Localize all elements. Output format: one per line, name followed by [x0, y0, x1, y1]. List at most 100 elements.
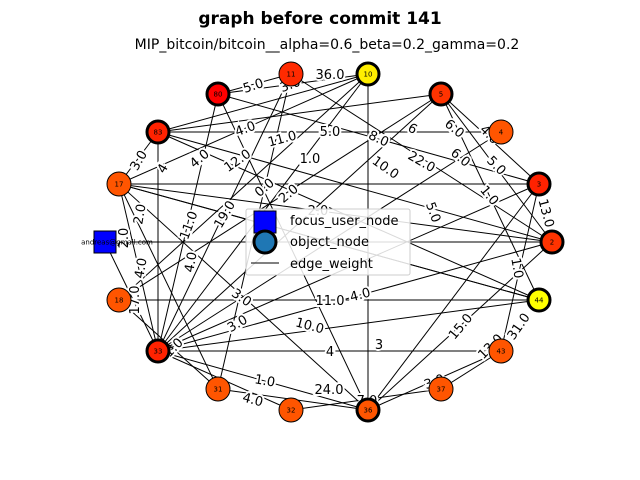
edge-weight-label: 17.0	[128, 286, 143, 315]
edge-weight-label: 3.0	[228, 286, 254, 310]
edge-weight-label: 10.0	[294, 315, 326, 337]
object-node-circle	[106, 287, 132, 313]
object-node: 44	[526, 287, 552, 313]
graph-edge	[118, 183, 369, 411]
object-node-label: 17	[115, 181, 124, 189]
graph-edge	[157, 350, 369, 411]
legend-box	[245, 208, 411, 276]
graph-edge	[367, 241, 553, 411]
graph-edge	[157, 131, 553, 243]
edge-weight-label: 22.0	[405, 149, 438, 176]
edge-weight-label: 10.0	[369, 154, 401, 183]
graph-edge	[118, 93, 442, 301]
object-node-circle	[278, 61, 304, 87]
edge-layer	[104, 73, 553, 411]
object-node: 10	[355, 61, 381, 87]
edge-weight-label: 4.0	[132, 257, 150, 280]
object-node-label: 80	[214, 91, 223, 99]
object-node-circle	[355, 397, 381, 423]
edge-weight-label: 24.0	[315, 383, 344, 398]
edge-weight-label: 4.0	[187, 147, 212, 172]
object-node-label: 32	[287, 407, 296, 415]
graph-edge	[104, 241, 159, 352]
object-node-label: 18	[115, 297, 124, 305]
edge-weight-label: 4.0	[233, 119, 258, 140]
edge-weight-label: 2.0	[131, 203, 149, 226]
graph-edge	[157, 299, 540, 352]
object-node-label: 4	[499, 129, 504, 137]
edge-weight-label: 1.0	[253, 372, 276, 390]
legend-object-node-label: object_node	[290, 235, 369, 250]
edge-weight-label: 5.0	[320, 125, 341, 140]
object-node-circle	[106, 171, 132, 197]
edge-weight-label: 11.0	[177, 209, 201, 241]
object-node-label: 31	[214, 386, 223, 394]
legend-edge-weight-label: edge_weight	[290, 257, 373, 272]
edge-weight-label: 4.0	[182, 251, 200, 274]
object-node-circle	[526, 287, 552, 313]
object-node-circle	[428, 376, 454, 402]
graph-edge	[157, 241, 553, 352]
graph-edge	[118, 73, 369, 301]
graph-edge	[157, 73, 369, 133]
object-node-label: 36	[364, 407, 373, 415]
focus-user-label: andreas@gmail.com	[81, 239, 153, 247]
object-node-label: 33	[154, 348, 163, 356]
object-node: 4	[488, 119, 514, 145]
edge-weight-label: 6.0	[447, 146, 472, 171]
object-node-label: 11	[287, 71, 296, 79]
graph-edge	[118, 183, 219, 390]
legend-object-node-icon	[252, 229, 278, 255]
object-node-label: 3	[537, 181, 541, 189]
object-node: 17	[106, 171, 132, 197]
edge-weight-label: 11.0	[316, 294, 345, 309]
object-node-circle	[488, 119, 514, 145]
edge-weight-label: 4.0	[348, 286, 372, 306]
edge-weight-label: 3.0	[225, 313, 250, 336]
chart-subtitle: MIP_bitcoin/bitcoin__alpha=0.6_beta=0.2_…	[135, 37, 520, 53]
object-node-circle	[145, 119, 171, 145]
object-node-circle	[205, 81, 231, 107]
edge-weight-label: 13.0	[535, 197, 557, 229]
object-node-label: 44	[535, 297, 544, 305]
edge-weight-label: 3.0	[128, 148, 151, 173]
edge-weight-label: 2.0	[117, 228, 132, 249]
edge-weight-label: 0.0	[252, 176, 277, 201]
object-node: 32	[278, 397, 304, 423]
edge-weight-label: 5.0	[422, 200, 443, 225]
legend-focus-user-label: focus_user_node	[290, 214, 399, 229]
edge-weight-label: 1.0	[300, 152, 321, 167]
graph-edge	[290, 73, 553, 243]
object-node-circle	[145, 338, 171, 364]
edge-weight-label: 1.0	[507, 257, 525, 280]
object-node-circle	[428, 81, 454, 107]
object-node-label: 83	[154, 129, 163, 137]
graph-edge	[367, 183, 540, 411]
object-node: 2	[539, 229, 565, 255]
edge-weight-label: 3	[375, 338, 383, 353]
object-node-label: 5	[439, 91, 443, 99]
edge-weight-label: 4.0	[241, 391, 265, 411]
edge-weight-label: 5.0	[241, 76, 265, 97]
object-node-label: 2	[550, 239, 554, 247]
object-node-circle	[488, 338, 514, 364]
object-node-label: 43	[497, 348, 506, 356]
object-node-circle	[539, 229, 565, 255]
object-node: 11	[278, 61, 304, 87]
graph-edge	[217, 93, 540, 185]
edge-weight-label: 6	[405, 121, 420, 138]
chart-title: graph before commit 141	[198, 9, 441, 29]
object-node: 5	[428, 81, 454, 107]
object-node: 33	[145, 338, 171, 364]
focus-user-node: andreas@gmail.com	[81, 230, 153, 254]
edge-weight-label: 1.0	[476, 183, 501, 208]
graph-edge	[217, 73, 292, 95]
graph-edge	[440, 93, 553, 243]
object-node-circle	[526, 171, 552, 197]
object-node: 3	[526, 171, 552, 197]
object-node: 83	[145, 119, 171, 145]
graph-edge	[118, 73, 369, 185]
object-node: 43	[488, 338, 514, 364]
edge-weight-label: 6.0	[441, 117, 466, 142]
